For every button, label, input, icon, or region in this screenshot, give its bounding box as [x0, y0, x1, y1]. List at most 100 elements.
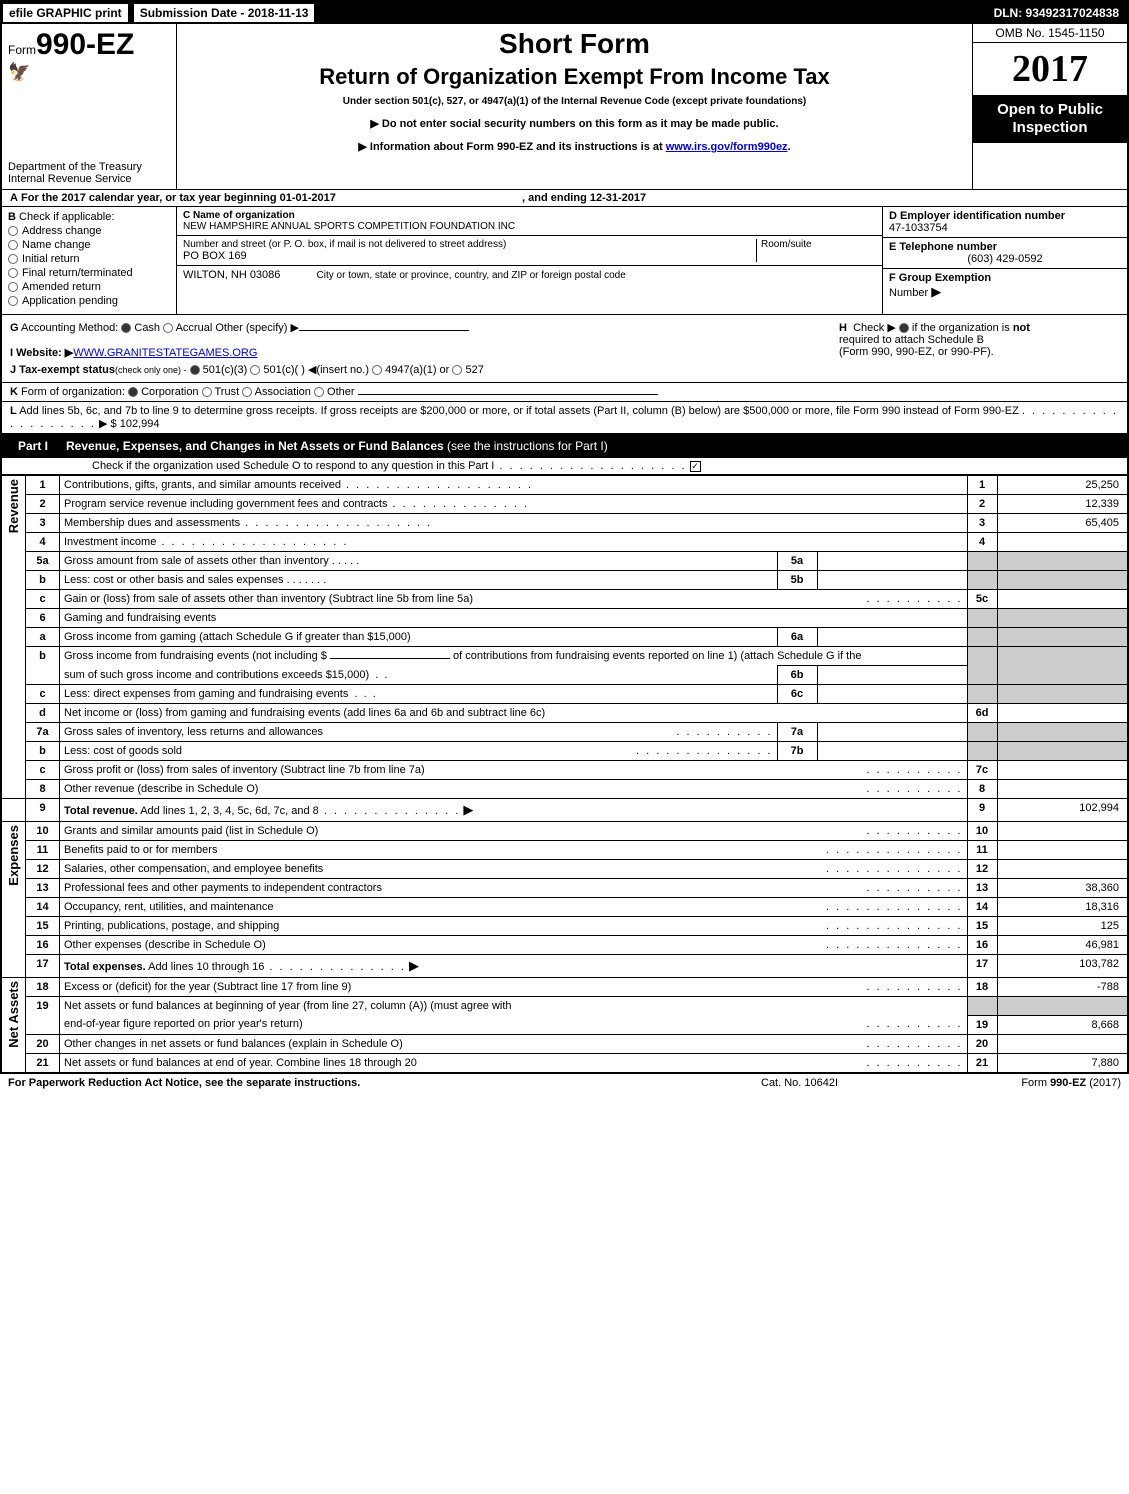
form-title-block: Short Form Return of Organization Exempt… [177, 24, 972, 189]
short-form-title: Short Form [183, 28, 966, 60]
table-row: Net Assets 18Excess or (deficit) for the… [2, 978, 1127, 997]
ein: 47-1033754 [889, 222, 1121, 234]
radio-501c-icon[interactable] [250, 365, 260, 375]
section-j: J Tax-exempt status(check only one) - 50… [10, 363, 839, 376]
table-row: 3Membership dues and assessments365,405 [2, 514, 1127, 533]
table-row: 8Other revenue (describe in Schedule O)8 [2, 780, 1127, 799]
line-15-value: 125 [997, 917, 1127, 936]
radio-trust-icon[interactable] [202, 387, 212, 397]
check-final-return[interactable]: Final return/terminated [8, 267, 170, 279]
check-name-change[interactable]: Name change [8, 239, 170, 251]
website-link[interactable]: WWW.GRANITESTATEGAMES.ORG [73, 347, 257, 359]
radio-icon [8, 226, 18, 236]
page-footer: For Paperwork Reduction Act Notice, see … [0, 1074, 1129, 1092]
radio-assoc-icon[interactable] [242, 387, 252, 397]
form-prefix: Form [8, 43, 36, 57]
table-row: 14Occupancy, rent, utilities, and mainte… [2, 898, 1127, 917]
line-1-value: 25,250 [997, 476, 1127, 495]
radio-other-icon[interactable] [314, 387, 324, 397]
catalog-number: Cat. No. 10642I [761, 1077, 961, 1089]
line-4-value [997, 533, 1127, 552]
under-section: Under section 501(c), 527, or 4947(a)(1)… [183, 96, 966, 107]
check-address-change[interactable]: Address change [8, 225, 170, 237]
table-row: 6Gaming and fundraising events [2, 609, 1127, 628]
open-to-public: Open to Public Inspection [973, 95, 1127, 143]
paperwork-notice: For Paperwork Reduction Act Notice, see … [8, 1077, 761, 1089]
table-row: 4Investment income4 [2, 533, 1127, 552]
check-application-pending[interactable]: Application pending [8, 295, 170, 307]
form-header: Form990-EZ 🦅 Department of the Treasury … [2, 24, 1127, 190]
table-row: 13Professional fees and other payments t… [2, 879, 1127, 898]
section-gh: G Accounting Method: Cash Accrual Other … [2, 315, 1127, 383]
submission-date: Submission Date - 2018-11-13 [133, 3, 316, 23]
section-l: L Add lines 5b, 6c, and 7b to line 9 to … [2, 402, 1127, 434]
line-7c-value [997, 761, 1127, 780]
dln: DLN: 93492317024838 [986, 4, 1127, 22]
section-i: I Website: ▶WWW.GRANITESTATEGAMES.ORG [10, 346, 839, 359]
table-row: cGain or (loss) from sale of assets othe… [2, 590, 1127, 609]
line-5c-value [997, 590, 1127, 609]
dept-treasury: Department of the Treasury Internal Reve… [8, 161, 142, 185]
radio-4947-icon[interactable] [372, 365, 382, 375]
gross-receipts-amount: ▶ $ 102,994 [99, 418, 159, 430]
org-name: NEW HAMPSHIRE ANNUAL SPORTS COMPETITION … [183, 221, 876, 232]
netassets-side-label: Net Assets [6, 981, 21, 1048]
table-row: 12Salaries, other compensation, and empl… [2, 860, 1127, 879]
line-8-value [997, 780, 1127, 799]
radio-501c3-icon[interactable] [190, 365, 200, 375]
table-row: 5aGross amount from sale of assets other… [2, 552, 1127, 571]
section-k: K Form of organization: Corporation Trus… [2, 383, 1127, 402]
radio-cash-icon[interactable] [121, 323, 131, 333]
form990ez-link[interactable]: www.irs.gov/form990ez [666, 141, 788, 153]
table-row: end-of-year figure reported on prior yea… [2, 1015, 1127, 1034]
radio-527-icon[interactable] [452, 365, 462, 375]
line-20-value [997, 1034, 1127, 1053]
part-1-check-line: Check if the organization used Schedule … [2, 458, 1127, 475]
check-initial-return[interactable]: Initial return [8, 253, 170, 265]
table-row: 15Printing, publications, postage, and s… [2, 917, 1127, 936]
radio-icon [8, 240, 18, 250]
radio-schedB-icon[interactable] [899, 323, 909, 333]
radio-accrual-icon[interactable] [163, 323, 173, 333]
line-9-value: 102,994 [997, 799, 1127, 822]
return-title: Return of Organization Exempt From Incom… [183, 64, 966, 90]
section-a: A For the 2017 calendar year, or tax yea… [2, 190, 1127, 207]
line-18-value: -788 [997, 978, 1127, 997]
table-row: 16Other expenses (describe in Schedule O… [2, 936, 1127, 955]
table-row: 21Net assets or fund balances at end of … [2, 1053, 1127, 1072]
radio-icon [8, 268, 18, 278]
efile-print-button[interactable]: efile GRAPHIC print [2, 3, 129, 23]
line-10-value [997, 822, 1127, 841]
section-def: D Employer identification number 47-1033… [882, 207, 1127, 314]
arrow-icon: ▶ [463, 802, 473, 817]
table-row: bLess: cost or other basis and sales exp… [2, 571, 1127, 590]
line-3-value: 65,405 [997, 514, 1127, 533]
line-11-value [997, 841, 1127, 860]
line-13-value: 38,360 [997, 879, 1127, 898]
expenses-side-label: Expenses [6, 825, 21, 886]
street-address: PO BOX 169 [183, 250, 756, 262]
table-row: cLess: direct expenses from gaming and f… [2, 685, 1127, 704]
form-id-block: Form990-EZ 🦅 Department of the Treasury … [2, 24, 177, 189]
radio-icon [8, 282, 18, 292]
arrow-icon: ▶ [409, 958, 419, 973]
table-row: 7aGross sales of inventory, less returns… [2, 723, 1127, 742]
table-row: 9Total revenue. Add lines 1, 2, 3, 4, 5c… [2, 799, 1127, 822]
line-17-value: 103,782 [997, 955, 1127, 978]
bullet-ssn: ▶ Do not enter social security numbers o… [183, 117, 966, 130]
table-row: 11Benefits paid to or for members11 [2, 841, 1127, 860]
line-16-value: 46,981 [997, 936, 1127, 955]
table-row: 19Net assets or fund balances at beginni… [2, 997, 1127, 1016]
radio-icon [8, 254, 18, 264]
room-suite-label: Room/suite [756, 239, 876, 262]
table-row: Expenses 10Grants and similar amounts pa… [2, 822, 1127, 841]
section-h: H Check ▶ if the organization is not req… [839, 321, 1119, 376]
line-6d-value [997, 704, 1127, 723]
phone: (603) 429-0592 [889, 253, 1121, 265]
radio-corp-icon[interactable] [128, 387, 138, 397]
line-19-value: 8,668 [997, 1015, 1127, 1034]
section-bcdef: B Check if applicable: Address change Na… [2, 207, 1127, 315]
schedule-o-checkbox-icon[interactable] [690, 461, 701, 472]
check-amended-return[interactable]: Amended return [8, 281, 170, 293]
table-row: 2Program service revenue including gover… [2, 495, 1127, 514]
